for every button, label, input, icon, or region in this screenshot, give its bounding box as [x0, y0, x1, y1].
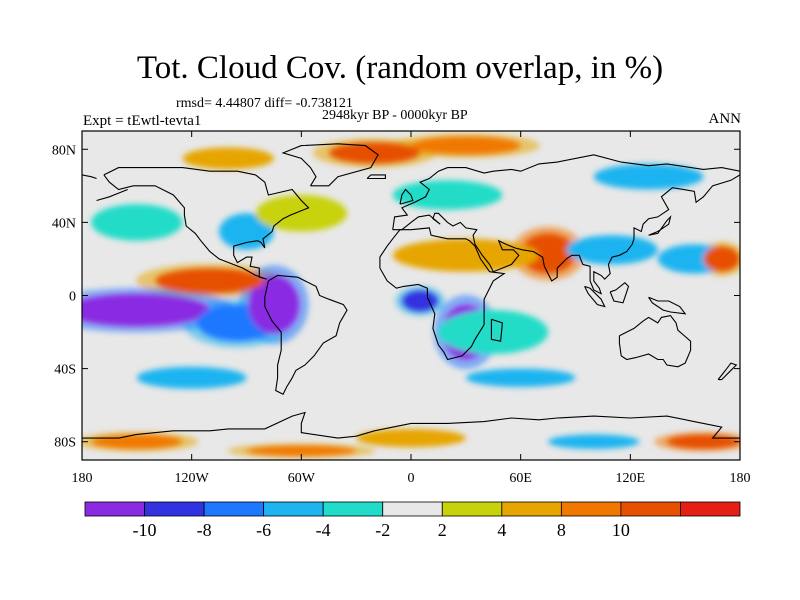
- anomaly-region: [392, 180, 503, 210]
- anomaly-region: [219, 213, 274, 250]
- anomaly-region: [401, 290, 439, 312]
- anomaly-field: [82, 133, 740, 459]
- lon-tick-label: 180: [730, 471, 751, 486]
- anomaly-region: [248, 275, 300, 334]
- lon-tick-label: 120W: [175, 471, 210, 486]
- stats-label: rmsd= 4.44807 diff= -0.738121: [176, 96, 353, 111]
- coastline: [584, 285, 606, 308]
- period-label: 2948kyr BP - 0000kyr BP: [322, 108, 468, 123]
- anomaly-region: [91, 204, 183, 241]
- coastline: [648, 296, 687, 315]
- anomaly-region: [566, 235, 658, 265]
- coastline: [609, 281, 630, 304]
- colorbar-swatch: [441, 501, 503, 517]
- lon-tick-label: 0: [408, 471, 415, 486]
- anomaly-region: [182, 147, 274, 170]
- map-plot-area: [81, 130, 741, 461]
- lon-tick-label: 60E: [509, 471, 532, 486]
- colorbar-label: -2: [375, 520, 390, 540]
- lon-tick-label: 60W: [288, 471, 316, 486]
- coastline: [392, 174, 740, 295]
- coastline: [717, 362, 738, 381]
- coastline: [392, 154, 740, 230]
- colorbar-swatch: [84, 501, 145, 517]
- anomaly-region: [82, 293, 210, 327]
- coastline: [379, 227, 506, 361]
- anomaly-region: [155, 268, 265, 294]
- anomaly-region: [666, 434, 740, 450]
- anomaly-region: [246, 445, 357, 457]
- lat-tick-label: 80N: [52, 143, 76, 158]
- coastline: [618, 314, 692, 368]
- lon-tick-label: 120E: [616, 471, 646, 486]
- colorbar-swatch: [680, 501, 741, 517]
- coastline: [399, 188, 414, 205]
- colorbar-label: 4: [497, 520, 506, 540]
- colorbar-swatch: [620, 501, 681, 517]
- coastline: [96, 188, 128, 202]
- coastline: [264, 274, 348, 395]
- coastline: [82, 174, 97, 180]
- colorbar: -10 -8 -6 -4 -2 2 4 8 10: [84, 501, 741, 540]
- anomaly-region: [392, 238, 539, 272]
- anomaly-region: [136, 366, 247, 389]
- anomaly-region: [703, 246, 740, 272]
- coastline: [366, 174, 386, 180]
- lat-tick-label: 0: [69, 290, 76, 305]
- lat-axis: 80N 40N 0 40S 80S: [52, 143, 740, 451]
- lat-tick-label: 40S: [54, 363, 76, 378]
- map-title: Tot. Cloud Cov. (random overlap, in %): [136, 50, 664, 86]
- coastline: [82, 411, 740, 439]
- colorbar-label: 8: [557, 520, 566, 540]
- anomaly-region: [438, 310, 549, 354]
- experiment-label: Expt = tEwtl-tevta1: [83, 113, 202, 129]
- colorbar-label: 2: [438, 520, 447, 540]
- anomaly-region: [91, 434, 183, 450]
- coastline: [648, 215, 672, 236]
- colorbar-swatch: [322, 501, 384, 517]
- anomaly-region: [328, 141, 421, 164]
- anomaly-region: [411, 136, 521, 155]
- colorbar-label: -6: [256, 520, 271, 540]
- anomaly-region: [593, 163, 704, 190]
- colorbar-label: -4: [316, 520, 331, 540]
- anomaly-region: [548, 434, 640, 450]
- colorbar-label: 10: [612, 520, 630, 540]
- coastline: [103, 167, 310, 280]
- colorbar-swatch: [560, 501, 622, 517]
- lon-tick-label: 180: [72, 471, 93, 486]
- lat-tick-label: 40N: [52, 216, 76, 231]
- lat-tick-label: 80S: [54, 436, 76, 451]
- season-label: ANN: [708, 111, 742, 127]
- colorbar-label: -10: [133, 520, 157, 540]
- colorbar-swatch: [144, 501, 205, 517]
- colorbar-swatch: [501, 501, 562, 517]
- colorbar-swatch: [263, 501, 324, 517]
- colorbar-swatch: [203, 501, 265, 517]
- coastlines: [82, 143, 740, 439]
- anomaly-region: [465, 368, 576, 387]
- lon-axis: 180 120W 60W 0 60E 120E 180: [72, 131, 751, 486]
- coastline: [490, 318, 503, 342]
- coastline: [281, 143, 379, 187]
- colorbar-swatch: [382, 501, 443, 517]
- colorbar-label: -8: [197, 520, 212, 540]
- anomaly-region: [356, 428, 466, 448]
